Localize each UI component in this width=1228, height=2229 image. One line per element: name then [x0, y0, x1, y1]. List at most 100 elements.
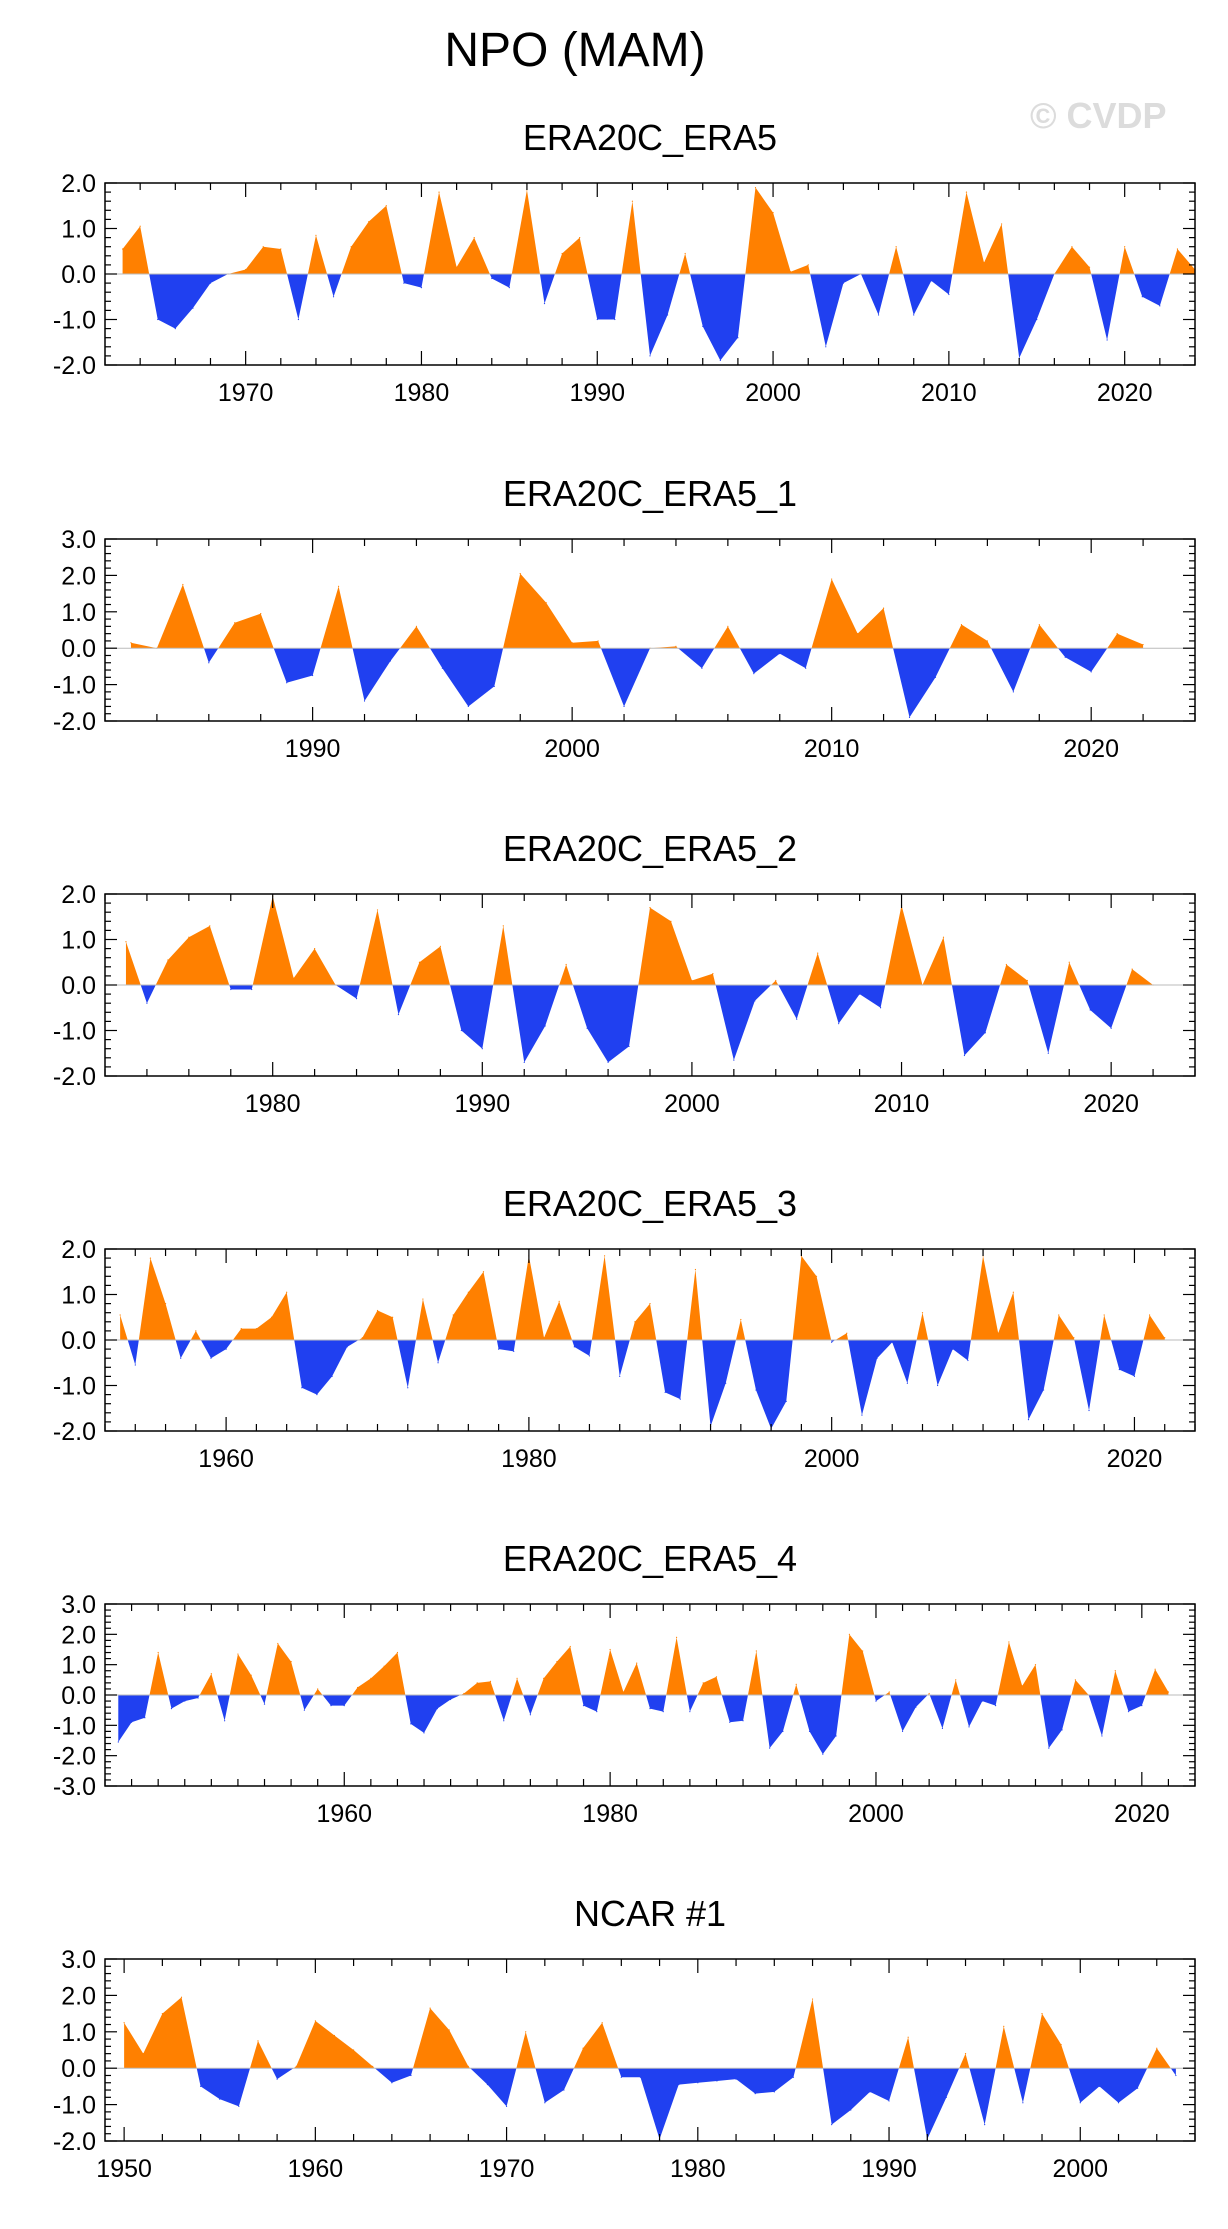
data-point [317, 1688, 319, 1690]
data-point [1137, 2087, 1139, 2089]
data-point [463, 1692, 465, 1695]
data-point [489, 1680, 492, 1682]
data-point [719, 359, 721, 362]
data-point [361, 1337, 363, 1339]
data-point [482, 1271, 485, 1273]
negative-area [203, 648, 1108, 718]
data-point [888, 2100, 890, 2102]
data-point [649, 355, 651, 357]
x-tick-label: 2010 [921, 379, 977, 407]
data-point [142, 2053, 144, 2055]
data-point [119, 1314, 121, 1316]
data-point [964, 2053, 967, 2055]
y-tick-label: 1.0 [61, 216, 96, 244]
data-point [1103, 1314, 1105, 1316]
data-point [908, 716, 911, 718]
data-point [1175, 2074, 1177, 2077]
data-point [407, 1387, 409, 1389]
data-point [1124, 246, 1126, 248]
data-point [257, 2040, 259, 2042]
data-point [846, 1332, 848, 1334]
data-point [1098, 2085, 1100, 2087]
data-point [493, 685, 495, 688]
y-tick-label: -2.0 [53, 708, 96, 736]
data-point [234, 622, 236, 624]
data-point [200, 2085, 202, 2087]
data-point [314, 2020, 316, 2022]
data-point [782, 1730, 784, 1732]
data-point [891, 1341, 893, 1343]
panel-era20c-era5: ERA20C_ERA5 2.0 1.0 0.0 -1.0 -2.0 1970 1980 1990… [53, 117, 1196, 407]
data-point [623, 705, 625, 708]
data-point [1060, 2043, 1062, 2046]
data-point [1005, 963, 1007, 966]
data-point [1041, 2013, 1043, 2015]
data-point [955, 1679, 957, 1681]
data-point [508, 287, 510, 289]
positive-area [149, 1634, 1169, 1695]
data-point [877, 314, 880, 316]
data-point [392, 1316, 394, 1318]
data-point [544, 1025, 546, 1027]
data-point [441, 667, 443, 669]
data-point [125, 941, 127, 943]
data-point [486, 2083, 489, 2086]
data-point [210, 1673, 212, 1675]
data-point [290, 1661, 292, 1663]
data-point [831, 578, 833, 580]
data-point [1156, 2047, 1158, 2049]
data-point [754, 2093, 756, 2095]
data-point [775, 979, 777, 982]
watermark: © CVDP [1030, 95, 1167, 136]
data-point [1148, 1314, 1151, 1316]
data-point [460, 1029, 462, 1032]
data-point [906, 1382, 908, 1384]
data-point [634, 1321, 636, 1323]
data-point [1038, 623, 1040, 626]
data-point [716, 2080, 718, 2082]
data-point [772, 211, 774, 214]
data-point [1034, 1664, 1037, 1666]
data-point [664, 1391, 666, 1393]
panel-title: ERA20C_ERA5_3 [503, 1183, 797, 1224]
y-tick-label: -2.0 [53, 1743, 96, 1771]
panel-title: ERA20C_ERA5 [523, 117, 777, 158]
data-point [1021, 1685, 1023, 1687]
data-point [835, 1735, 837, 1737]
data-point [208, 662, 210, 664]
data-point [295, 2065, 297, 2067]
x-tick-label: 2000 [848, 1800, 904, 1828]
data-point [967, 1359, 969, 1362]
data-point [934, 676, 937, 678]
data-point [418, 961, 421, 963]
data-point [523, 1061, 525, 1063]
data-point [838, 1023, 840, 1025]
data-point [628, 1045, 630, 1048]
data-point [945, 2096, 948, 2098]
data-point [315, 234, 317, 236]
y-tick-label: 0.0 [61, 2055, 96, 2083]
data-point [1061, 1729, 1063, 1731]
x-tick-label: 2000 [544, 735, 600, 763]
data-point [712, 973, 714, 975]
data-point [941, 1727, 944, 1729]
x-tick-label: 2000 [804, 1445, 860, 1473]
data-point [1022, 2102, 1024, 2104]
data-point [1058, 1314, 1060, 1316]
data-point [769, 1747, 771, 1749]
data-point [609, 1648, 611, 1651]
data-point [195, 1330, 197, 1332]
data-point [525, 2031, 527, 2033]
data-point [1047, 1052, 1049, 1054]
y-tick-label: -2.0 [53, 2128, 96, 2156]
data-point [785, 1400, 787, 1403]
data-point [579, 237, 581, 239]
data-point [437, 1362, 439, 1364]
data-point [1141, 1705, 1143, 1707]
data-point [422, 1298, 424, 1300]
data-point [876, 1357, 878, 1359]
data-point [363, 700, 366, 702]
data-point [984, 2124, 986, 2126]
data-point [694, 1268, 697, 1271]
data-point [773, 2091, 775, 2093]
